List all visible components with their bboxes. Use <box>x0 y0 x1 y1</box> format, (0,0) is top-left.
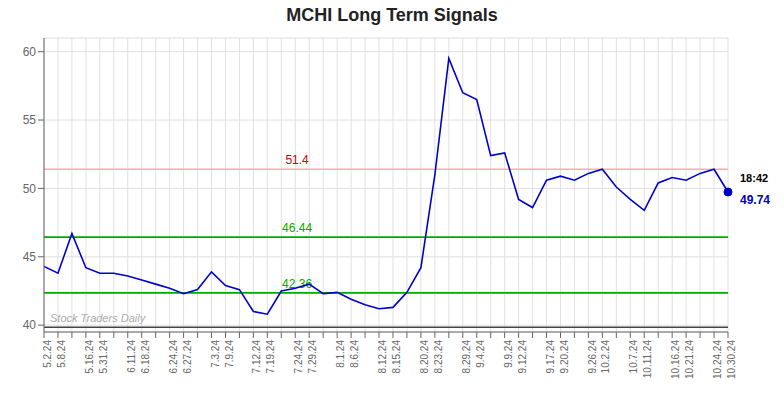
svg-text:6.11.24: 6.11.24 <box>126 340 137 373</box>
svg-text:8.23.24: 8.23.24 <box>433 340 444 374</box>
svg-text:5.8.24: 5.8.24 <box>56 340 67 368</box>
svg-text:7.19.24: 7.19.24 <box>265 340 276 374</box>
svg-text:45: 45 <box>23 250 37 264</box>
svg-text:10.2.24: 10.2.24 <box>600 340 611 374</box>
svg-text:46.44: 46.44 <box>282 221 312 235</box>
svg-text:7.3.24: 7.3.24 <box>210 340 221 368</box>
svg-text:9.9.24: 9.9.24 <box>503 340 514 368</box>
svg-text:49.74: 49.74 <box>740 193 770 207</box>
svg-text:10.21.24: 10.21.24 <box>684 340 695 379</box>
svg-text:8.12.24: 8.12.24 <box>377 340 388 374</box>
svg-text:7.24.24: 7.24.24 <box>293 340 304 374</box>
svg-text:10.30.24: 10.30.24 <box>726 340 737 379</box>
svg-text:18:42: 18:42 <box>740 172 768 184</box>
svg-text:9.17.24: 9.17.24 <box>545 340 556 374</box>
svg-text:7.29.24: 7.29.24 <box>307 340 318 374</box>
svg-text:8.15.24: 8.15.24 <box>391 340 402 374</box>
svg-text:7.12.24: 7.12.24 <box>251 340 262 374</box>
svg-text:10.7.24: 10.7.24 <box>628 340 639 374</box>
svg-text:60: 60 <box>23 45 37 59</box>
svg-text:10.11.24: 10.11.24 <box>642 340 653 379</box>
svg-text:9.26.24: 9.26.24 <box>587 340 598 374</box>
svg-text:40: 40 <box>23 318 37 332</box>
svg-text:Stock Traders Daily: Stock Traders Daily <box>50 312 147 324</box>
svg-text:5.2.24: 5.2.24 <box>42 340 53 368</box>
svg-text:10.16.24: 10.16.24 <box>670 340 681 379</box>
svg-text:42.36: 42.36 <box>282 276 313 291</box>
svg-text:55: 55 <box>23 113 37 127</box>
html-text:MCHI Long Term Signals: MCHI Long Term Signals <box>286 5 498 25</box>
svg-text:51.4: 51.4 <box>285 153 309 167</box>
svg-text:8.1.24: 8.1.24 <box>335 340 346 368</box>
svg-text:8.20.24: 8.20.24 <box>419 340 430 374</box>
svg-text:8.6.24: 8.6.24 <box>349 340 360 368</box>
svg-text:6.27.24: 6.27.24 <box>182 340 193 374</box>
svg-text:5.31.24: 5.31.24 <box>98 340 109 374</box>
svg-text:9.20.24: 9.20.24 <box>559 340 570 374</box>
svg-text:10.24.24: 10.24.24 <box>712 340 723 379</box>
svg-text:9.4.24: 9.4.24 <box>475 340 486 368</box>
svg-text:7.9.24: 7.9.24 <box>224 340 235 368</box>
svg-text:5.16.24: 5.16.24 <box>84 340 95 374</box>
svg-text:50: 50 <box>23 182 37 196</box>
svg-text:6.18.24: 6.18.24 <box>140 340 151 374</box>
svg-text:9.12.24: 9.12.24 <box>517 340 528 374</box>
svg-text:6.24.24: 6.24.24 <box>168 340 179 374</box>
svg-text:8.29.24: 8.29.24 <box>461 340 472 374</box>
